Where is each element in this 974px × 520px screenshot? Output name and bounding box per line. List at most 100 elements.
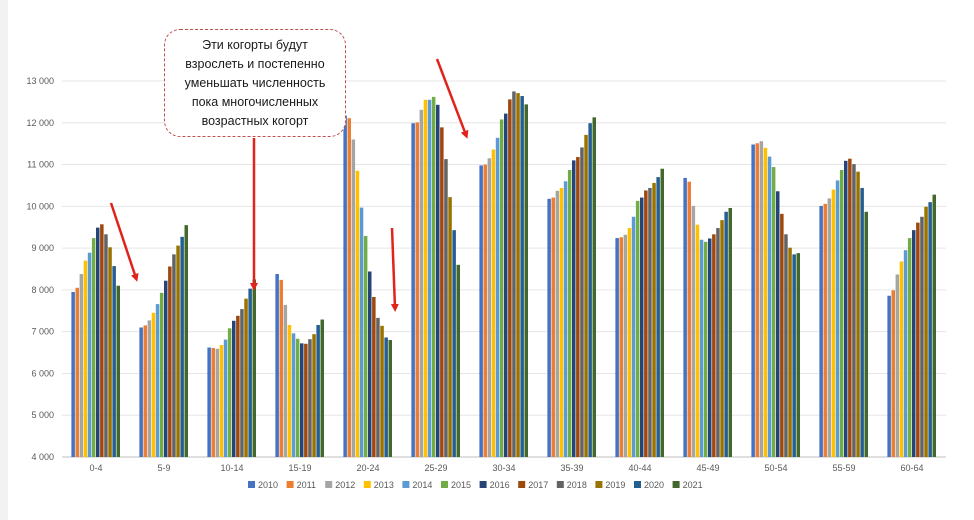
bar-50-54-2011 [755, 143, 759, 457]
bar-group-30-34 [479, 91, 528, 458]
bar-5-9-2019 [176, 245, 180, 457]
bar-55-59-2011 [823, 203, 827, 457]
bar-30-34-2013 [491, 149, 496, 457]
bar-30-34-2014 [495, 137, 500, 457]
bar-30-34-2019 [516, 93, 520, 458]
bar-group-60-64 [887, 194, 936, 457]
bar-25-29-2011 [415, 122, 419, 458]
bar-60-64-2021 [932, 194, 936, 457]
bar-55-59-2012 [827, 198, 832, 457]
bar-30-34-2017 [508, 99, 512, 457]
bar-35-39-2011 [551, 197, 555, 457]
bar-group-25-29 [411, 96, 460, 458]
callout-text: Эти когорты будут взрослеть и постепенно… [184, 37, 326, 128]
bar-15-19-2010 [275, 274, 279, 457]
legend-label: 2019 [605, 480, 625, 490]
bar-25-29-2017 [440, 127, 444, 458]
bar-40-44-2017 [644, 190, 648, 457]
legend-label: 2013 [374, 480, 394, 490]
bar-55-59-2010 [819, 205, 823, 457]
bar-35-39-2020 [588, 123, 592, 457]
legend-label: 2020 [644, 480, 664, 490]
bar-35-39-2021 [592, 117, 596, 457]
bar-25-29-2021 [456, 264, 460, 457]
arrow-20-24 [390, 227, 399, 312]
x-category-label: 30-34 [492, 463, 515, 473]
bar-55-59-2015 [839, 169, 844, 458]
legend-swatch [286, 481, 294, 488]
bar-group-50-54 [751, 141, 800, 458]
bar-35-39-2013 [559, 187, 564, 457]
bar-40-44-2013 [627, 228, 632, 457]
y-tick-label: 7 000 [31, 327, 54, 337]
bar-60-64-2013 [899, 261, 904, 457]
bar-15-19-2013 [287, 324, 292, 457]
bar-30-34-2020 [520, 96, 524, 457]
bar-group-10-14 [207, 279, 256, 457]
bar-40-44-2011 [619, 237, 623, 457]
bar-5-9-2014 [155, 304, 160, 457]
bar-30-34-2016 [504, 113, 508, 457]
bar-0-4-2010 [71, 291, 75, 457]
bar-5-9-2013 [151, 312, 156, 457]
bar-55-59-2019 [856, 171, 860, 457]
bar-45-49-2013 [695, 224, 700, 457]
x-category-label: 10-14 [220, 463, 243, 473]
legend-swatch [518, 481, 526, 488]
x-category-label: 15-19 [288, 463, 311, 473]
bar-20-24-2020 [384, 337, 388, 457]
y-tick-label: 13 000 [26, 76, 54, 86]
bar-10-14-2012 [215, 348, 220, 457]
bar-40-44-2018 [648, 187, 652, 457]
bar-55-59-2013 [831, 189, 836, 457]
legend-swatch [479, 481, 487, 488]
legend-item-2014: 2014 [402, 480, 432, 490]
bar-25-29-2019 [448, 197, 452, 457]
bar-60-64-2011 [891, 290, 895, 457]
bar-55-59-2014 [835, 180, 840, 457]
bar-0-4-2013 [83, 260, 88, 457]
legend-label: 2012 [335, 480, 355, 490]
bar-45-49-2010 [683, 177, 687, 458]
x-category-label: 25-29 [424, 463, 447, 473]
bar-0-4-2016 [96, 227, 100, 457]
bar-45-49-2020 [724, 211, 728, 457]
legend-swatch [595, 481, 603, 488]
legend-label: 2011 [297, 480, 316, 490]
bar-10-14-2013 [219, 345, 224, 457]
legend-label: 2010 [258, 480, 278, 490]
legend-item-2012: 2012 [325, 480, 355, 490]
bar-10-14-2015 [227, 328, 232, 457]
bar-40-44-2016 [640, 197, 644, 457]
legend-item-2015: 2015 [441, 480, 471, 490]
legend-item-2017: 2017 [518, 480, 548, 490]
legend-swatch [363, 481, 371, 488]
x-category-label: 0-4 [89, 463, 102, 473]
bar-0-4-2014 [87, 252, 92, 457]
legend-swatch [325, 481, 333, 488]
bar-10-14-2011 [211, 347, 215, 457]
bar-45-49-2012 [691, 205, 696, 457]
bar-15-19-2011 [279, 279, 283, 457]
bar-10-14-2019 [244, 298, 248, 457]
legend-item-2021: 2021 [672, 480, 703, 490]
bar-group-20-24 [343, 115, 392, 458]
bar-50-54-2018 [784, 234, 788, 457]
bar-0-4-2017 [100, 224, 104, 457]
bar-0-4-2020 [112, 266, 116, 457]
legend-label: 2017 [528, 480, 548, 490]
bar-15-19-2016 [300, 343, 304, 457]
x-category-label: 20-24 [356, 463, 379, 473]
arrow-0-4 [109, 202, 139, 282]
y-tick-label: 5 000 [31, 410, 54, 420]
bar-25-29-2016 [436, 104, 440, 457]
bar-15-19-2015 [295, 338, 300, 457]
bar-30-34-2010 [479, 165, 483, 457]
bar-55-59-2018 [852, 164, 856, 457]
y-axis-ticks: 4 000 5 000 6 000 7 000 8 000 9 000 10 000 11 0… [26, 76, 54, 462]
bar-40-44-2014 [631, 216, 636, 457]
bar-35-39-2019 [584, 134, 588, 457]
y-tick-label: 11 000 [27, 160, 54, 170]
y-tick-label: 9 000 [31, 243, 54, 253]
bar-5-9-2021 [184, 225, 188, 457]
